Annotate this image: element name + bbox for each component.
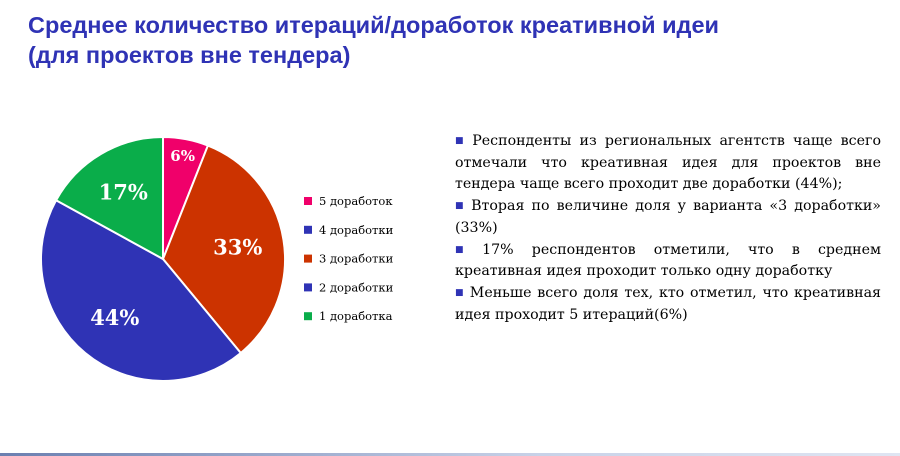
legend-label: 2 доработки <box>319 280 394 294</box>
chart-legend: 5 доработок 4 доработки 3 доработки 2 дораб… <box>304 194 394 323</box>
slide-title: Среднее количество итераций/доработок кр… <box>28 10 868 70</box>
legend-label: 4 доработки <box>319 223 394 237</box>
bullet-list: ■ Респонденты из региональных агентств ча… <box>455 131 881 326</box>
bullet-text: 17% респондентов отметили, что в среднем… <box>455 241 881 280</box>
pie-labels: 6% 33% 44% 17% <box>90 147 262 330</box>
bullet-square-icon: ■ <box>455 201 467 212</box>
pie-slice-label: 17% <box>99 179 148 204</box>
bottom-divider <box>0 453 900 456</box>
legend-swatch <box>304 254 312 263</box>
legend-swatch <box>304 197 312 205</box>
pie-slice <box>40 198 243 382</box>
bullet-text: Меньше всего доля тех, кто отметил, что … <box>455 284 881 323</box>
pie-slice <box>54 135 164 261</box>
legend-swatch <box>304 312 312 321</box>
title-line-2: (для проектов вне тендера) <box>28 42 351 68</box>
bullet-item: ■ 17% респондентов отметили, что в средне… <box>455 240 881 283</box>
bullet-item: ■ Респонденты из региональных агентств ча… <box>455 131 881 196</box>
legend-label: 1 доработка <box>319 309 393 323</box>
bullet-text: Респонденты из региональных агентств чащ… <box>455 133 881 193</box>
bullet-text: Вторая по величине доля у варианта «3 до… <box>455 198 881 236</box>
title-line-1: Среднее количество итераций/доработок кр… <box>28 12 719 38</box>
legend-label: 3 доработки <box>319 252 394 266</box>
pie-slice <box>161 144 286 355</box>
bullet-item: ■ Меньше всего доля тех, кто отметил, что… <box>455 283 881 326</box>
bullet-square-icon: ■ <box>455 136 468 146</box>
pie-slices <box>40 135 286 382</box>
legend-swatch <box>304 225 312 234</box>
legend-label: 5 доработок <box>319 194 393 208</box>
bullet-square-icon: ■ <box>455 244 478 255</box>
pie-slice-label: 6% <box>170 147 195 165</box>
legend-swatch <box>304 283 312 292</box>
bullet-item: ■ Вторая по величине доля у варианта «3 д… <box>455 196 881 239</box>
bullet-square-icon: ■ <box>455 287 465 298</box>
pie-slice-label: 44% <box>90 305 139 330</box>
pie-slice-label: 33% <box>213 235 262 260</box>
